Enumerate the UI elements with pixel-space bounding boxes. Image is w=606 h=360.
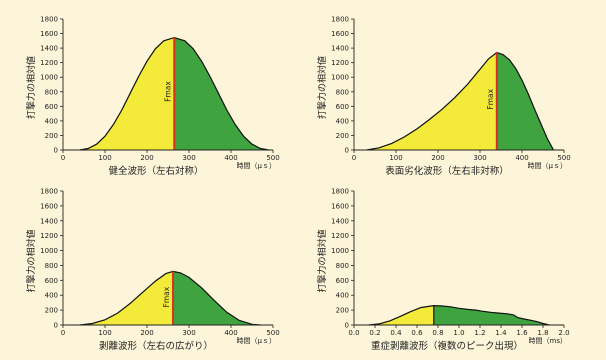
x-tick-label: 500: [266, 154, 279, 162]
y-axis-label: 打撃力の相対値: [316, 56, 328, 119]
y-tick-label: 1200: [331, 232, 349, 240]
x-tick-label: 0.8: [432, 329, 443, 337]
y-tick-label: 200: [336, 132, 349, 140]
chart-panel-3: 0 200 400 600 800 1000 1200 1400 1600 1800 0 100 200…: [25, 188, 280, 353]
x-tick-label: 100: [98, 154, 111, 162]
rise-area: [366, 52, 497, 150]
x-tick-label: 0.2: [369, 329, 380, 337]
y-tick-label: 1000: [331, 247, 349, 255]
y-tick-label: 1400: [331, 217, 349, 225]
y-tick-label: 800: [336, 88, 349, 96]
y-tick-label: 0: [54, 322, 58, 330]
x-tick-label: 0: [352, 154, 356, 162]
y-tick-label: 600: [45, 103, 58, 111]
x-axis-label: 時間（ms）: [529, 337, 567, 345]
chart-panel-4: 0 200 400 600 800 1000 1200 1400 1600 1800 0.0 0.2 0…: [316, 188, 570, 353]
x-tick-label: 1.8: [537, 329, 548, 337]
x-tick-label: 0: [61, 329, 65, 337]
y-tick-label: 1400: [40, 217, 58, 225]
waveform-line: [366, 51, 555, 151]
fmax-label: Fmax: [486, 88, 495, 109]
x-tick-label: 1.6: [516, 329, 528, 337]
fall-area: [174, 37, 269, 150]
y-axis-label: 打撃力の相対値: [316, 229, 328, 292]
waveform-line: [368, 304, 550, 326]
y-tick-label: 1800: [40, 188, 58, 196]
x-tick-label: 500: [266, 329, 279, 337]
y-tick-label: 1200: [331, 59, 349, 67]
y-tick-label: 0: [345, 147, 349, 155]
y-tick-label: 600: [336, 103, 349, 111]
y-tick-label: 400: [336, 292, 349, 300]
y-tick-label: 200: [45, 307, 58, 315]
y-tick-label: 1000: [331, 74, 349, 82]
x-tick-label: 200: [431, 154, 444, 162]
x-tick-label: 100: [389, 154, 402, 162]
chart-panel-1: 0 200 400 600 800 1000 1200 1400 1600 1800 0 100 200…: [25, 16, 280, 178]
chart-panel-2: 0 200 400 600 800 1000 1200 1400 1600 1800 0 100 200…: [316, 16, 571, 178]
x-axis-label: 時間（μｓ）: [528, 162, 567, 170]
y-tick-label: 1600: [40, 30, 58, 38]
y-tick-label: 200: [45, 132, 58, 140]
chart-caption: 重症剥離波形（複数のピーク出現）: [371, 340, 523, 352]
x-tick-label: 300: [182, 329, 195, 337]
y-tick-label: 800: [336, 262, 349, 270]
y-tick-label: 0: [54, 147, 58, 155]
x-tick-label: 400: [224, 329, 237, 337]
y-tick-label: 1000: [40, 74, 58, 82]
y-tick-label: 1600: [331, 202, 349, 210]
fall-area: [173, 271, 261, 325]
x-tick-label: 0.0: [348, 329, 359, 337]
y-tick-label: 800: [45, 262, 58, 270]
x-tick-label: 200: [140, 154, 153, 162]
x-tick-label: 0.4: [390, 329, 402, 337]
y-tick-label: 400: [45, 292, 58, 300]
x-tick-label: 2.0: [558, 329, 569, 337]
y-tick-label: 1000: [40, 247, 58, 255]
x-tick-label: 1.2: [474, 329, 485, 337]
x-tick-label: 200: [140, 329, 153, 337]
y-axis-label: 打撃力の相対値: [25, 56, 37, 119]
fall-area: [496, 52, 554, 150]
x-tick-label: 1.0: [453, 329, 464, 337]
y-tick-label: 1400: [331, 45, 349, 53]
y-tick-label: 1800: [40, 16, 58, 24]
y-tick-label: 600: [336, 277, 349, 285]
chart-caption: 剥離波形（左右の広がり）: [99, 340, 213, 352]
x-tick-label: 100: [98, 329, 111, 337]
x-tick-label: 400: [515, 154, 528, 162]
x-axis-label: 時間（μｓ）: [237, 337, 276, 345]
y-axis-label: 打撃力の相対値: [25, 229, 37, 292]
y-tick-label: 800: [45, 88, 58, 96]
y-tick-label: 0: [345, 322, 349, 330]
y-tick-label: 1800: [331, 16, 349, 24]
fmax-label: Fmax: [163, 81, 172, 102]
y-tick-label: 1200: [40, 232, 58, 240]
x-tick-label: 0.6: [411, 329, 423, 337]
y-tick-label: 1600: [40, 202, 58, 210]
y-tick-label: 200: [336, 307, 349, 315]
y-tick-label: 600: [45, 277, 58, 285]
x-tick-label: 300: [182, 154, 195, 162]
x-tick-label: 300: [473, 154, 486, 162]
x-axis-label: 時間（μｓ）: [237, 162, 276, 170]
y-tick-label: 400: [45, 117, 58, 125]
y-tick-label: 400: [336, 117, 349, 125]
x-tick-label: 400: [224, 154, 237, 162]
y-tick-label: 1800: [331, 188, 349, 196]
y-tick-label: 1600: [331, 30, 349, 38]
rise-area: [368, 305, 434, 325]
x-tick-label: 500: [557, 154, 570, 162]
chart-caption: 健全波形（左右対称）: [108, 165, 203, 177]
fall-area: [433, 305, 550, 325]
x-tick-label: 0: [61, 154, 65, 162]
fmax-label: Fmax: [162, 286, 171, 307]
x-tick-label: 1.4: [495, 329, 507, 337]
rise-area: [79, 271, 174, 325]
y-tick-label: 1400: [40, 45, 58, 53]
y-tick-label: 1200: [40, 59, 58, 67]
chart-caption: 表面劣化波形（左右非対称）: [385, 165, 509, 177]
rise-area: [79, 37, 175, 150]
